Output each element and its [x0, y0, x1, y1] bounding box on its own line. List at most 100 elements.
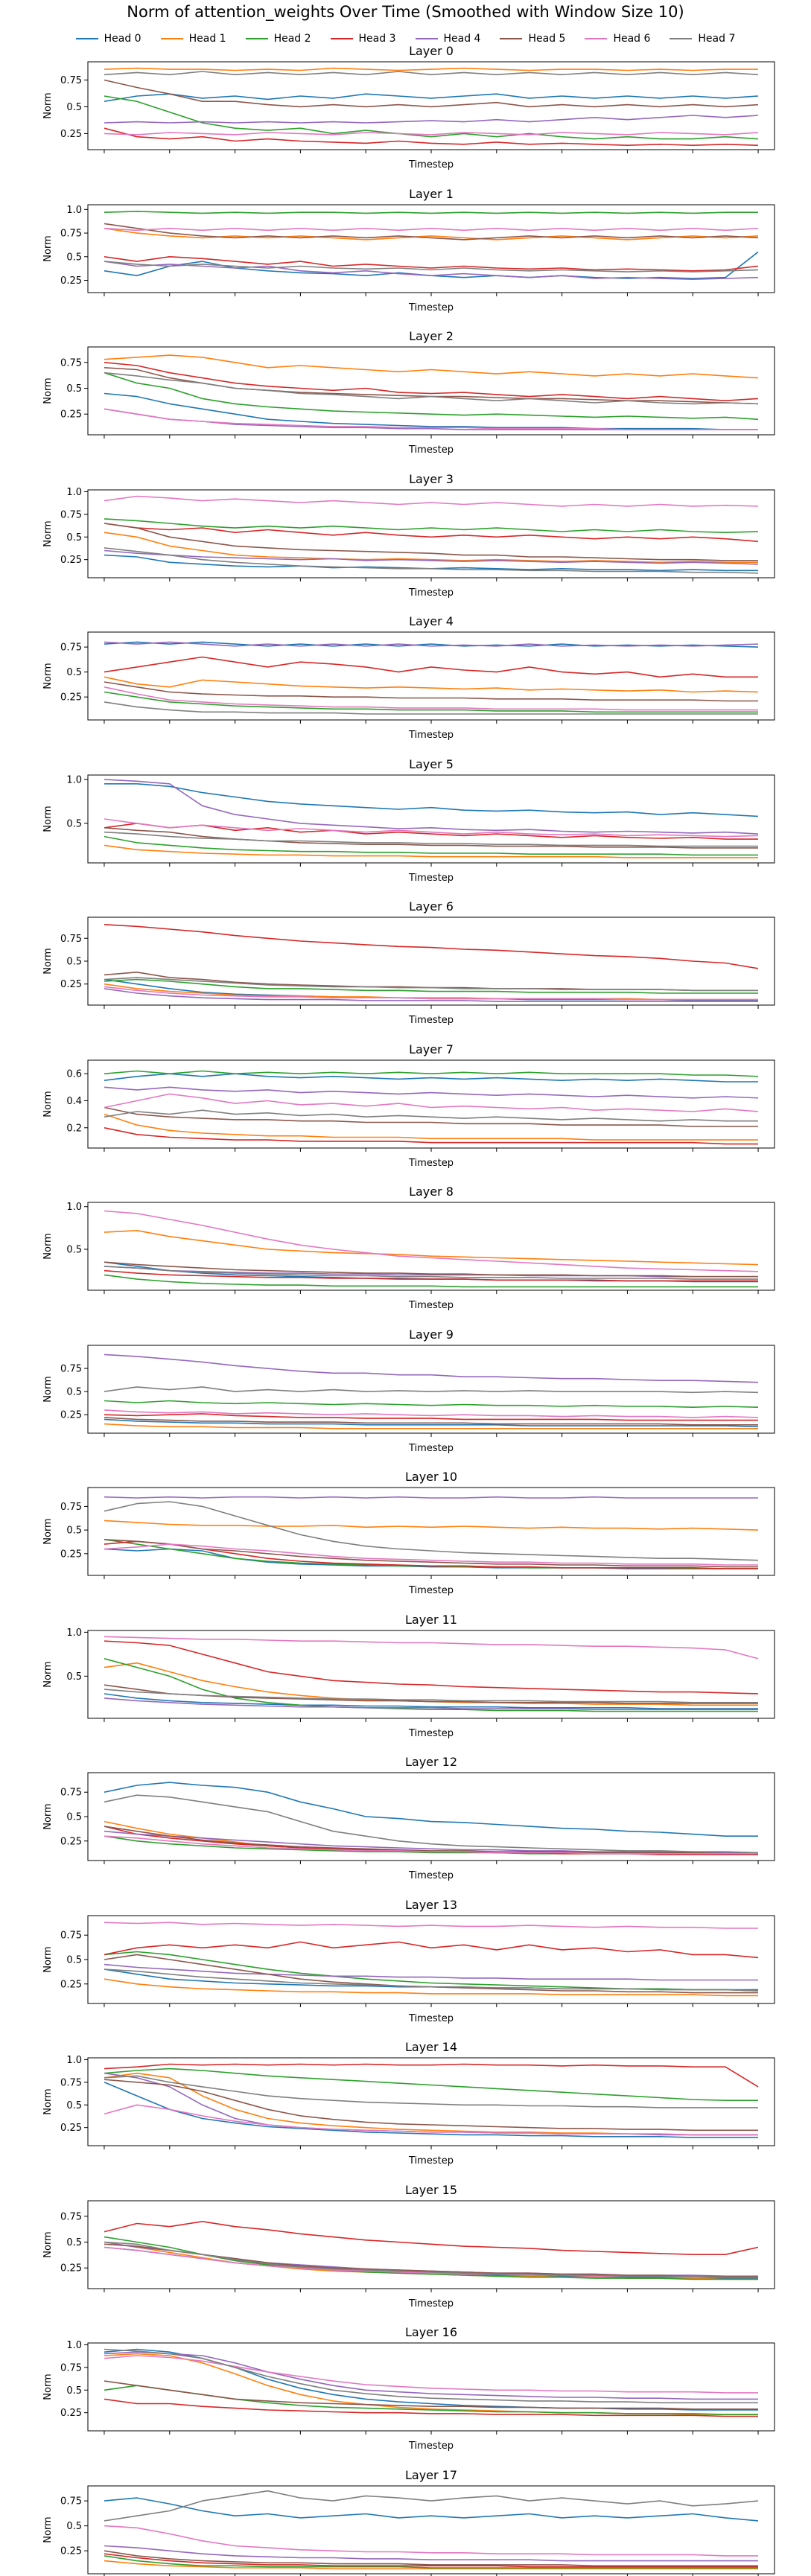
- y-tick-label: 0.5: [66, 1245, 82, 1256]
- series-line-head-6: [104, 986, 758, 1001]
- y-axis-label: Norm: [42, 1518, 54, 1544]
- legend-label: Head 1: [188, 33, 226, 45]
- series-line-head-0: [104, 93, 759, 102]
- axes-frame: [87, 1772, 775, 1861]
- series-line-head-5: [104, 827, 758, 849]
- panel-title: Layer 6: [409, 899, 454, 914]
- series-line-head-4: [104, 115, 759, 124]
- series-line-head-3: [104, 255, 759, 272]
- series-line-head-5: [104, 223, 759, 240]
- legend-swatch: [160, 38, 183, 39]
- x-axis-label: Timestep: [408, 2155, 454, 2167]
- panel-title: Layer 17: [405, 2468, 457, 2482]
- y-axis-label: Norm: [42, 2088, 54, 2114]
- y-tick-label: 0.25: [60, 275, 82, 287]
- series-line-head-3: [104, 2221, 759, 2255]
- series-line-head-3: [104, 523, 759, 543]
- series-line-head-3: [104, 656, 758, 678]
- legend-label: Head 5: [528, 33, 566, 45]
- series-line-head-3: [104, 1269, 758, 1282]
- legend-item: Head 2: [245, 33, 311, 45]
- series-line-head-3: [104, 924, 759, 969]
- y-axis-label: Norm: [42, 520, 54, 546]
- series-line-head-1: [104, 67, 758, 71]
- series-line-head-6: [104, 1543, 758, 1566]
- series-line-head-0: [104, 2497, 759, 2522]
- y-tick-label: 0.25: [60, 1836, 82, 1847]
- series-line-head-2: [104, 372, 759, 420]
- series-line-head-6: [104, 227, 759, 232]
- series-line-head-6: [104, 1922, 758, 1929]
- legend-item: Head 3: [330, 33, 396, 45]
- x-axis-label: Timestep: [408, 302, 454, 313]
- series-line-head-7: [104, 1689, 758, 1703]
- y-tick-label: 0.5: [66, 2385, 82, 2397]
- y-axis-label: Norm: [42, 2373, 54, 2400]
- series-line-head-5: [104, 2079, 758, 2132]
- y-tick-label: 0.25: [60, 692, 82, 704]
- y-tick-label: 0.5: [66, 1525, 82, 1537]
- series-line-head-1: [104, 1230, 759, 1266]
- series-line-head-5: [104, 1826, 758, 1855]
- series-line-head-1: [104, 676, 759, 693]
- series-line-head-1: [104, 354, 759, 379]
- x-axis-label: Timestep: [408, 1015, 454, 1026]
- series-line-head-1: [104, 844, 758, 858]
- y-tick-label: 0.75: [60, 1502, 82, 1513]
- series-line-head-3: [104, 127, 759, 146]
- x-axis-label: Timestep: [408, 730, 454, 741]
- legend-label: Head 2: [273, 33, 311, 45]
- y-tick-label: 0.75: [60, 2496, 82, 2508]
- legend-item: Head 6: [585, 33, 650, 45]
- y-tick-label: 0.25: [60, 1549, 82, 1560]
- series-line-head-1: [104, 1423, 758, 1429]
- series-line-head-4: [104, 1086, 759, 1099]
- series-line-head-4: [104, 1496, 758, 1499]
- panel-title: Layer 1: [409, 187, 454, 201]
- y-tick-label: 0.75: [60, 1788, 82, 1799]
- y-tick-label: 0.5: [66, 1387, 82, 1398]
- panel-title: Layer 13: [405, 1898, 457, 1912]
- series-line-head-0: [104, 1693, 758, 1709]
- series-line-head-6: [104, 686, 758, 711]
- series-line-head-2: [104, 1274, 758, 1288]
- series-line-head-7: [104, 261, 759, 272]
- panel-title: Layer 9: [409, 1327, 454, 1342]
- series-line-head-0: [104, 2082, 758, 2138]
- series-line-head-3: [104, 2553, 758, 2568]
- legend-item: Head 1: [160, 33, 226, 45]
- series-line-head-7: [104, 1386, 759, 1394]
- y-tick-label: 1.0: [66, 1627, 82, 1639]
- y-tick-label: 0.2: [66, 1123, 82, 1134]
- y-tick-label: 1.0: [66, 2055, 82, 2066]
- y-tick-label: 0.75: [60, 2211, 82, 2222]
- legend-item: Head 0: [75, 33, 141, 45]
- y-tick-label: 0.5: [66, 2521, 82, 2532]
- series-line-head-5: [104, 1417, 758, 1426]
- series-line-head-6: [104, 1409, 759, 1418]
- x-axis-label: Timestep: [408, 1728, 454, 1739]
- figure-title: Norm of attention_weights Over Time (Smo…: [127, 3, 684, 21]
- y-tick-label: 0.75: [60, 357, 82, 369]
- panel-title: Layer 11: [405, 1613, 457, 1627]
- x-axis-label: Timestep: [408, 873, 454, 884]
- series-line-head-1: [104, 2353, 758, 2415]
- y-tick-label: 0.5: [66, 818, 82, 829]
- series-line-head-0: [104, 1782, 758, 1837]
- series-line-head-6: [104, 1835, 758, 1855]
- series-line-head-2: [104, 1070, 759, 1077]
- y-tick-label: 0.5: [66, 383, 82, 395]
- series-line-head-5: [104, 2550, 758, 2567]
- series-line-head-7: [104, 547, 759, 574]
- y-tick-label: 0.5: [66, 1955, 82, 1966]
- y-tick-label: 0.25: [60, 2263, 82, 2274]
- series-line-head-3: [104, 1540, 758, 1569]
- y-tick-label: 0.25: [60, 2408, 82, 2419]
- series-line-head-2: [104, 2555, 758, 2569]
- x-axis-label: Timestep: [408, 587, 454, 599]
- series-line-head-2: [104, 1400, 759, 1408]
- series-line-head-7: [104, 1794, 759, 1854]
- y-tick-label: 0.5: [66, 1671, 82, 1683]
- x-axis-label: Timestep: [408, 1585, 454, 1596]
- y-tick-label: 1.0: [66, 487, 82, 498]
